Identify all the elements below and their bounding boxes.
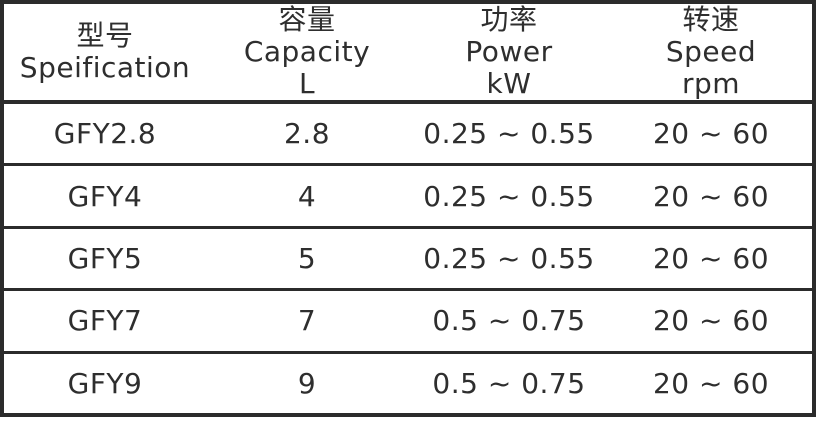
- header-power-en: Power: [465, 35, 553, 68]
- cell-power: 0.25 ~ 0.55: [423, 242, 595, 276]
- cell-model: GFY4: [67, 179, 143, 213]
- header-capacity-en: Capacity: [243, 35, 371, 68]
- header-specification-en: Speification: [19, 51, 191, 84]
- cell-speed: 20 ~ 60: [652, 366, 770, 400]
- cell-power: 0.5 ~ 0.75: [432, 304, 586, 338]
- header-power-unit: kW: [486, 67, 532, 100]
- header-cell-speed: 转速 Speed rpm: [610, 4, 812, 100]
- header-cell-power: 功率 Power kW: [408, 4, 610, 100]
- table-row: GFY5 5 0.25 ~ 0.55 20 ~ 60: [4, 229, 812, 292]
- header-specification-zh: 型号: [76, 19, 134, 52]
- cell-capacity: 2.8: [283, 117, 331, 151]
- table-row: GFY2.8 2.8 0.25 ~ 0.55 20 ~ 60: [4, 104, 812, 167]
- cell-capacity: 5: [297, 242, 317, 276]
- header-cell-specification: 型号 Speification: [4, 4, 206, 100]
- table-row: GFY7 7 0.5 ~ 0.75 20 ~ 60: [4, 291, 812, 354]
- cell-capacity: 7: [297, 304, 317, 338]
- cell-model: GFY2.8: [53, 117, 157, 151]
- cell-power: 0.25 ~ 0.55: [423, 117, 595, 151]
- cell-model: GFY9: [67, 366, 143, 400]
- cell-model: GFY7: [67, 304, 143, 338]
- header-power-zh: 功率: [480, 3, 538, 36]
- cell-capacity: 9: [297, 366, 317, 400]
- header-speed-unit: rpm: [681, 67, 741, 100]
- table-header-row: 型号 Speification 容量 Capacity L 功率 Power k…: [4, 4, 812, 104]
- cell-speed: 20 ~ 60: [652, 304, 770, 338]
- header-speed-zh: 转速: [682, 3, 740, 36]
- spec-table: 型号 Speification 容量 Capacity L 功率 Power k…: [0, 0, 816, 417]
- cell-capacity: 4: [297, 179, 317, 213]
- header-speed-en: Speed: [665, 35, 757, 68]
- cell-power: 0.25 ~ 0.55: [423, 179, 595, 213]
- cell-speed: 20 ~ 60: [652, 117, 770, 151]
- header-cell-capacity: 容量 Capacity L: [206, 4, 408, 100]
- cell-speed: 20 ~ 60: [652, 242, 770, 276]
- cell-power: 0.5 ~ 0.75: [432, 366, 586, 400]
- table-row: GFY4 4 0.25 ~ 0.55 20 ~ 60: [4, 166, 812, 229]
- cell-speed: 20 ~ 60: [652, 179, 770, 213]
- cell-model: GFY5: [67, 242, 143, 276]
- header-capacity-zh: 容量: [278, 3, 336, 36]
- table-row: GFY9 9 0.5 ~ 0.75 20 ~ 60: [4, 354, 812, 413]
- header-capacity-unit: L: [298, 67, 316, 100]
